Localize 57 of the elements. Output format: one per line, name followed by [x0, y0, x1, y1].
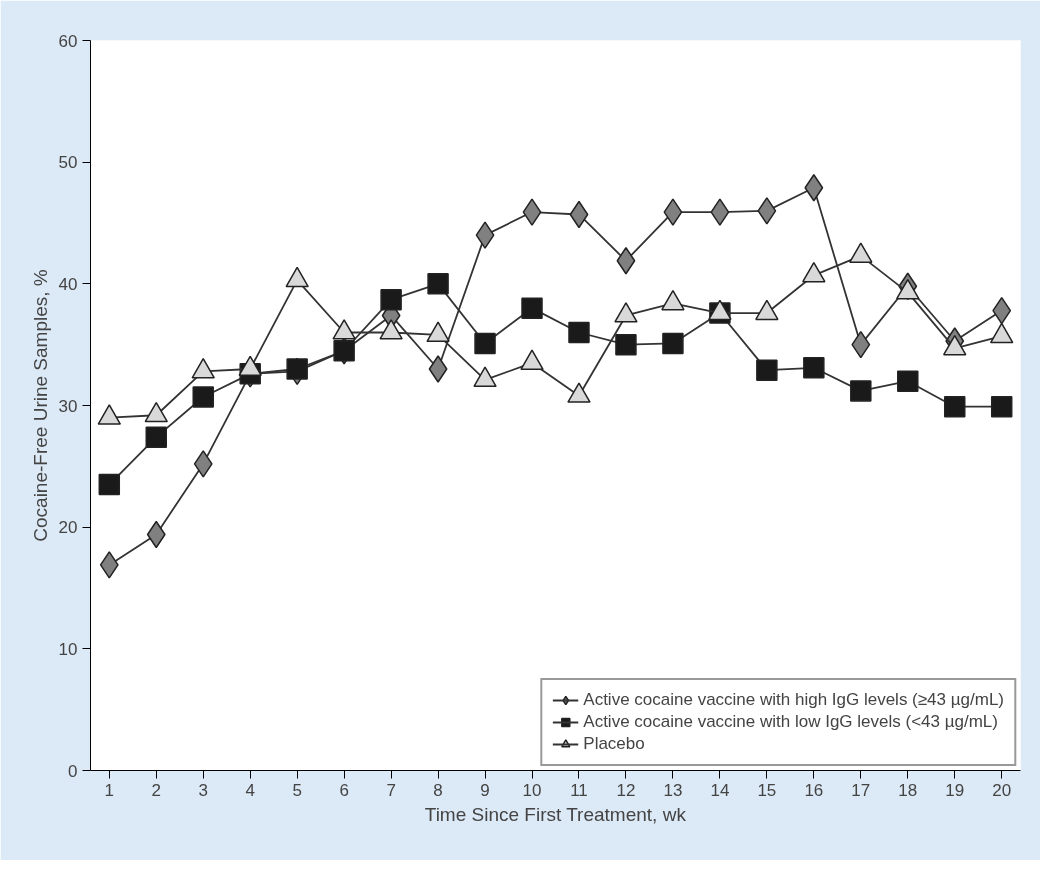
x-tick-label: 13 [663, 780, 683, 800]
point [897, 370, 919, 392]
y-tick-label: 50 [58, 153, 78, 173]
point [99, 551, 119, 579]
x-tick-label: 16 [804, 780, 824, 800]
legend-label: Active cocaine vaccine with low IgG levels (<43 µg/mL) [583, 712, 998, 732]
x-tick-label: 17 [851, 780, 871, 800]
legend-label: Placebo [583, 734, 645, 754]
point [145, 426, 168, 448]
x-tick-label: 3 [198, 780, 208, 800]
y-tick-label: 30 [58, 396, 78, 416]
x-tick-label: 5 [292, 780, 302, 800]
x-tick-label: 6 [339, 780, 349, 800]
x-tick-label: 15 [757, 780, 777, 800]
y-tick-label: 60 [58, 31, 78, 51]
x-tick-label: 7 [386, 780, 396, 800]
point [850, 380, 872, 402]
point [192, 386, 214, 408]
point [990, 395, 1013, 418]
y-tick-label: 0 [68, 761, 78, 781]
x-axis-title: Time Since First Treatment, wk [424, 803, 687, 825]
point [757, 197, 777, 225]
x-tick-label: 8 [433, 780, 443, 800]
x-tick-label: 4 [245, 780, 255, 800]
point [615, 333, 637, 356]
point [286, 358, 308, 380]
point [427, 273, 449, 295]
point [568, 321, 590, 344]
x-tick-label: 18 [898, 780, 918, 800]
point [428, 355, 448, 383]
point [710, 198, 730, 226]
point [474, 332, 496, 355]
y-tick-label: 40 [58, 274, 78, 294]
y-axis-title: Cocaine-Free Urine Samples, % [29, 269, 51, 542]
x-tick-label: 14 [710, 780, 730, 800]
point [522, 198, 542, 226]
point [943, 395, 966, 418]
point [98, 473, 121, 496]
x-tick-label: 2 [151, 780, 161, 800]
x-tick-label: 1 [104, 780, 115, 800]
y-tick-label: 10 [58, 639, 78, 659]
point [380, 288, 402, 311]
point [756, 359, 778, 381]
point [663, 198, 683, 226]
point [803, 357, 825, 379]
point [521, 297, 543, 319]
x-tick-label: 20 [992, 780, 1012, 800]
x-tick-label: 9 [480, 780, 490, 800]
x-tick-label: 12 [616, 780, 636, 800]
point [662, 332, 684, 355]
legend-label: Active cocaine vaccine with high IgG levels (≥43 µg/mL) [583, 690, 1004, 710]
point [475, 221, 495, 249]
x-tick-label: 11 [570, 780, 588, 800]
x-tick-label: 19 [945, 780, 965, 800]
x-tick-label: 10 [522, 780, 542, 800]
y-tick-label: 20 [58, 518, 78, 538]
point [193, 450, 213, 478]
